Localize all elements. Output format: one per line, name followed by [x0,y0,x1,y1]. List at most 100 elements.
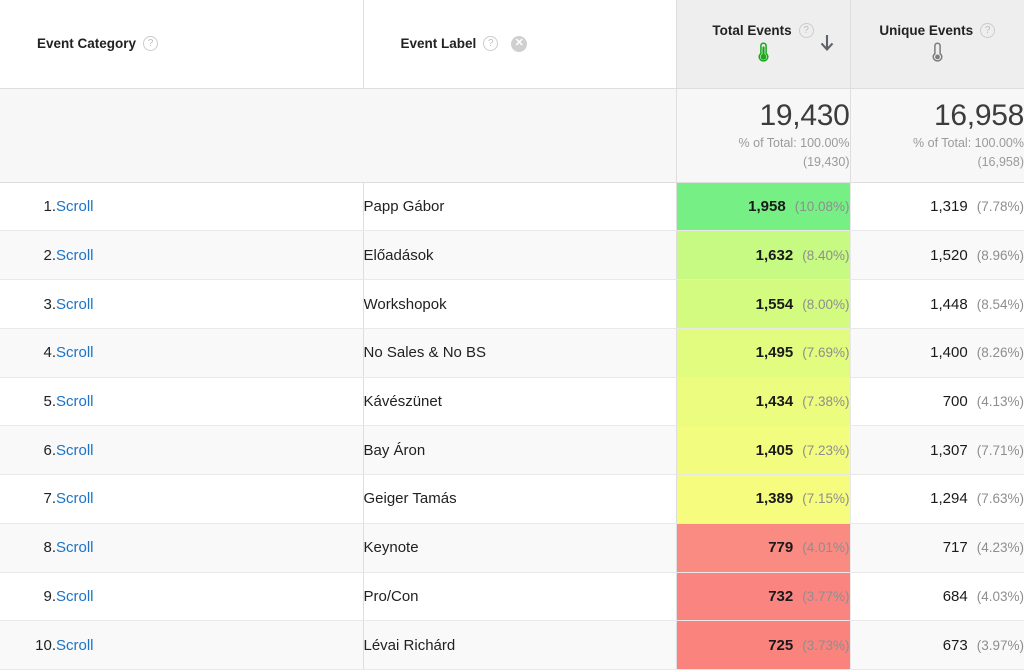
help-icon[interactable]: ? [143,36,159,52]
event-category-link[interactable]: Scroll [56,392,94,410]
total-events-value: 1,389 [755,490,794,508]
column-header-event-label-label: Event Label [400,36,477,52]
cell-event-label: Előadások [363,230,677,281]
event-category-link[interactable]: Scroll [56,490,94,508]
total-events-value: 1,958 [748,198,786,216]
unique-events-value: 1,400 [930,344,968,362]
total-events-pct: (4.01%) [802,540,850,556]
summary-total-events-value: 19,430 [759,98,850,132]
help-icon[interactable]: ? [483,36,499,52]
cell-unique-events: 1,448 (8.54%) [849,279,1024,329]
column-header-unique-events[interactable]: Unique Events ? [849,0,1024,89]
summary-unique-events-value: 16,958 [934,98,1024,132]
summary-row: 19,430 % of Total: 100.00% (19,430) 16,9… [0,88,1024,183]
table-row: 6. Scroll Bay Áron 1,405 (7.23%) 1,307 (7.71%) [0,425,1024,476]
total-events-value: 1,632 [755,246,794,264]
summary-total-events-pct: % of Total: 100.00% [738,136,850,151]
unique-events-value: 673 [942,636,968,654]
cell-unique-events: 673 (3.97%) [849,620,1024,670]
cell-total-events: 1,389 (7.15%) [676,474,850,524]
unique-events-pct: (8.26%) [976,345,1024,361]
event-category-link[interactable]: Scroll [56,198,94,216]
summary-total-events-cell: 19,430 % of Total: 100.00% (19,430) [675,88,850,183]
table-row: 9. Scroll Pro/Con 732 (3.77%) 684 (4.03%) [0,572,1024,622]
cell-event-label: Pro/Con [363,572,677,622]
cell-event-category: Scroll [56,474,364,524]
total-events-value: 779 [768,539,794,557]
total-events-pct: (7.15%) [802,491,850,507]
cell-event-category: Scroll [56,328,364,378]
unique-events-pct: (4.13%) [976,393,1024,409]
row-index: 7. [0,474,56,524]
column-header-unique-events-label: Unique Events [879,23,974,39]
cell-unique-events: 1,307 (7.71%) [849,425,1024,476]
cell-unique-events: 1,319 (7.78%) [849,182,1024,232]
cell-unique-events: 700 (4.13%) [849,377,1024,427]
row-index: 4. [0,328,56,378]
summary-unique-events-cell: 16,958 % of Total: 100.00% (16,958) [849,88,1024,183]
unique-events-value: 1,307 [930,441,968,459]
row-index: 8. [0,523,56,573]
unique-events-value: 717 [942,539,968,557]
table-body: 19,430 % of Total: 100.00% (19,430) 16,9… [0,88,1024,670]
cell-event-label: No Sales & No BS [363,328,677,378]
event-category-link[interactable]: Scroll [56,246,94,264]
total-events-pct: (8.40%) [802,247,850,263]
table-row: 8. Scroll Keynote 779 (4.01%) 717 (4.23%) [0,523,1024,573]
cell-event-label: Keynote [363,523,677,573]
arrow-down-icon[interactable] [818,34,836,54]
cell-event-label: Workshopok [363,279,677,329]
total-events-value: 732 [768,587,794,605]
cell-unique-events: 1,520 (8.96%) [849,230,1024,281]
cell-unique-events: 1,294 (7.63%) [849,474,1024,524]
table-row: 2. Scroll Előadások 1,632 (8.40%) 1,520 (8.96%… [0,230,1024,281]
unique-events-pct: (4.03%) [976,588,1024,604]
total-events-value: 1,554 [755,295,794,313]
thermometer-grey-icon[interactable] [929,41,946,66]
event-category-link[interactable]: Scroll [56,295,94,313]
row-index: 5. [0,377,56,427]
column-header-total-events[interactable]: Total Events ? [675,0,850,89]
help-icon[interactable]: ? [980,23,996,39]
help-icon[interactable]: ? [798,23,814,39]
unique-events-value: 1,294 [930,490,968,508]
cell-total-events: 732 (3.77%) [676,572,850,622]
row-index: 1. [0,182,56,232]
cell-total-events: 779 (4.01%) [676,523,850,573]
event-category-link[interactable]: Scroll [56,587,94,605]
total-events-pct: (10.08%) [794,199,850,215]
unique-events-pct: (7.78%) [976,199,1024,215]
cell-total-events: 725 (3.73%) [676,620,850,670]
cell-event-label: Geiger Tamás [363,474,677,524]
thermometer-green-icon[interactable] [755,41,772,66]
cell-total-events: 1,632 (8.40%) [676,230,850,281]
cell-event-category: Scroll [56,523,364,573]
table-row: 3. Scroll Workshopok 1,554 (8.00%) 1,448 (8.54… [0,279,1024,329]
cell-event-label: Papp Gábor [363,182,677,232]
summary-unique-events-count: (16,958) [977,155,1024,170]
cell-total-events: 1,495 (7.69%) [676,328,850,378]
close-icon[interactable]: ✕ [511,35,528,52]
event-category-link[interactable]: Scroll [56,539,94,557]
column-header-event-category[interactable]: Event Category ? [0,0,364,89]
cell-event-category: Scroll [56,230,364,281]
summary-dimension-cell [0,88,677,183]
total-events-pct: (7.23%) [802,442,850,458]
unique-events-value: 1,520 [930,246,968,264]
unique-events-value: 684 [942,587,968,605]
event-category-link[interactable]: Scroll [56,344,94,362]
cell-event-category: Scroll [56,572,364,622]
event-category-link[interactable]: Scroll [56,441,94,459]
table-row: 10. Scroll Lévai Richárd 725 (3.73%) 673 (3.97… [0,620,1024,670]
cell-total-events: 1,405 (7.23%) [676,425,850,476]
row-index: 6. [0,425,56,476]
summary-total-events-count: (19,430) [802,155,850,170]
total-events-value: 1,434 [755,392,794,410]
cell-event-label: Lévai Richárd [363,620,677,670]
unique-events-pct: (7.63%) [976,491,1024,507]
event-category-link[interactable]: Scroll [56,636,94,654]
column-header-event-label[interactable]: Event Label ? ✕ [363,0,677,89]
row-index: 10. [0,620,56,670]
total-events-pct: (7.38%) [802,393,850,409]
